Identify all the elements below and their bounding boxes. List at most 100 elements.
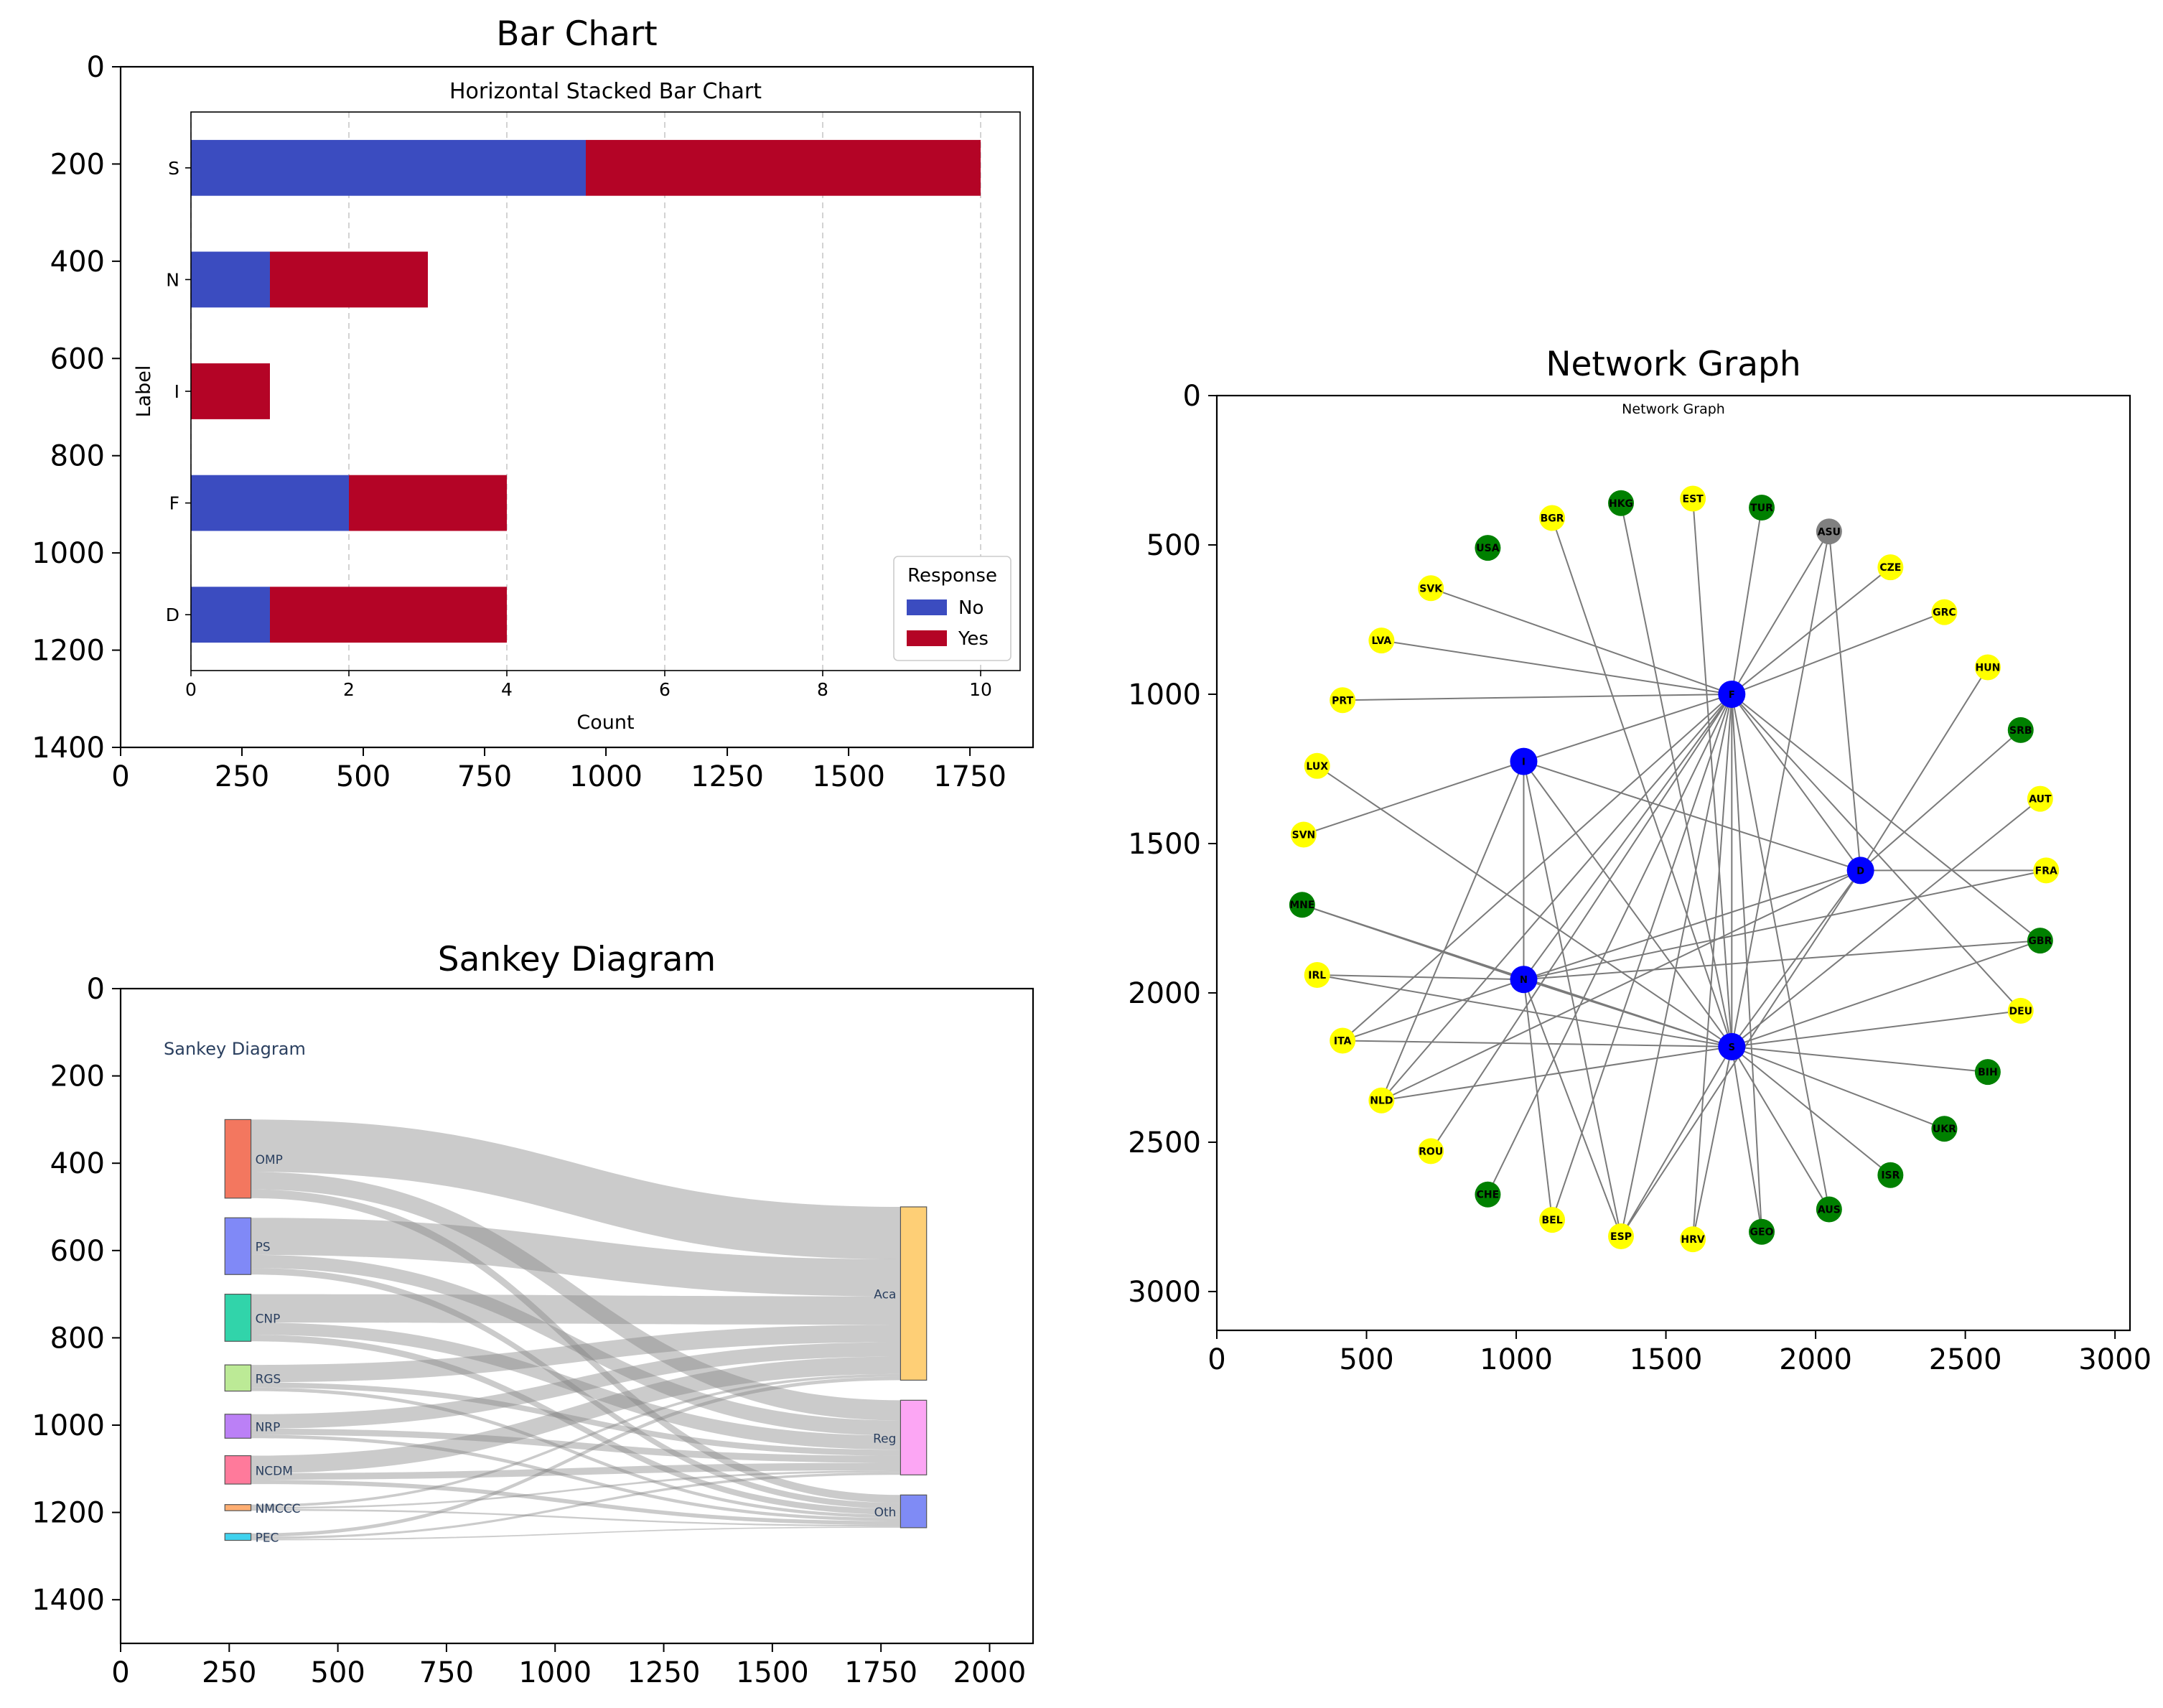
network-node-cze — [1877, 554, 1904, 581]
sankey-node-ncdm — [224, 1455, 252, 1485]
network-node-label: LUX — [1306, 761, 1328, 773]
network-edge-s-bgr — [1551, 518, 1733, 1047]
sankey-outer-y-tick-label: 800 — [50, 1322, 105, 1355]
network-node-nld — [1368, 1087, 1395, 1114]
sankey-outer-frame — [119, 987, 1034, 1645]
network-node-s — [1718, 1032, 1746, 1060]
sankey-link-nrp-aca — [251, 1342, 901, 1429]
network-node-label: UKR — [1933, 1124, 1956, 1135]
bar-outer-x-tick-label: 0 — [111, 760, 129, 793]
network-edge-f-d — [1731, 694, 1861, 871]
network-title: Network Graph — [1546, 345, 1800, 384]
network-node-label: IRL — [1308, 970, 1326, 981]
sankey-link-cnp-reg — [251, 1322, 901, 1450]
sankey-link-nrp-reg — [251, 1428, 901, 1463]
network-node-label: ITA — [1334, 1036, 1352, 1047]
sankey-outer-x-tick-label: 500 — [310, 1656, 365, 1689]
bar-category-label: I — [174, 381, 179, 402]
network-edge-tur-f — [1731, 507, 1763, 695]
network-node-aut — [2027, 785, 2053, 812]
network-node-label: LVA — [1372, 635, 1392, 647]
network-edge-s-geo — [1731, 1046, 1763, 1232]
sankey-outer-x-tick-label: 1500 — [736, 1656, 809, 1689]
network-node-geo — [1749, 1218, 1775, 1245]
network-node-label: EST — [1683, 494, 1704, 505]
network-edge-s-bih — [1732, 1045, 1989, 1073]
network-outer-y-tick-label: 0 — [1183, 380, 1201, 413]
bar-outer-y-tick-label: 200 — [50, 148, 105, 181]
network-edge-n-ita — [1342, 979, 1524, 1042]
sankey-node-label: CNP — [256, 1312, 281, 1326]
network-edge-d-hun — [1859, 667, 1989, 871]
sankey-outer-x-tick-label: 1250 — [627, 1656, 701, 1689]
network-outer-x-tick-label: 1000 — [1480, 1343, 1553, 1376]
network-edge-s-ita — [1342, 1040, 1732, 1047]
network-node-n — [1510, 966, 1538, 994]
network-node-label: PRT — [1332, 695, 1353, 706]
bar-inset-x-tick-label: 10 — [969, 679, 992, 700]
sankey-link-pec-aca — [251, 1376, 901, 1537]
bar-legend-swatch-no — [907, 599, 947, 615]
network-node-lux — [1304, 752, 1330, 779]
bar-inset-title: Horizontal Stacked Bar Chart — [449, 79, 762, 104]
network-outer-x-tick-label: 500 — [1339, 1343, 1393, 1376]
network-node-hkg — [1608, 490, 1635, 516]
network-edge-i-d — [1523, 760, 1861, 872]
bar-outer-y-tick-label: 1200 — [32, 635, 105, 668]
network-node-srb — [2007, 717, 2034, 743]
network-edge-n-fra — [1523, 869, 2047, 981]
network-node-gbr — [2027, 928, 2053, 954]
sankey-link-rgs-aca — [251, 1325, 901, 1383]
network-edge-n-esp — [1523, 979, 1622, 1237]
network-edge-d-srb — [1859, 729, 2022, 872]
sankey-outer-x-tick-label: 0 — [111, 1656, 129, 1689]
network-node-d — [1846, 857, 1874, 885]
sankey-outer-y-tick-label: 0 — [87, 973, 105, 1006]
network-node-ita — [1330, 1027, 1356, 1054]
sankey-link-omp-aca — [251, 1119, 901, 1259]
network-node-est — [1680, 485, 1706, 512]
bar-inset-x-tick-label: 6 — [659, 679, 671, 700]
network-node-rou — [1418, 1138, 1444, 1165]
sankey-link-nmccc-reg — [251, 1470, 901, 1509]
network-node-label: SVK — [1419, 583, 1443, 594]
bar-legend-swatch-yes — [907, 630, 947, 646]
network-node-bgr — [1539, 505, 1566, 531]
network-node-label: DEU — [2009, 1006, 2032, 1017]
bar-segment-no-f — [191, 475, 349, 531]
bar-inset-frame — [190, 111, 1021, 671]
network-outer-y-tick-label: 1500 — [1128, 828, 1201, 861]
bar-outer-x-tick-label: 750 — [457, 760, 512, 793]
network-node-usa — [1475, 535, 1501, 561]
sankey-link-ps-reg — [251, 1254, 901, 1436]
network-edge-svk-f — [1430, 587, 1732, 695]
network-node-label: NLD — [1370, 1096, 1393, 1107]
network-edge-s-nld — [1381, 1045, 1732, 1101]
bar-category-label: S — [168, 158, 179, 179]
sankey-link-ncdm-aca — [251, 1356, 901, 1473]
bar-inset-xlabel: Count — [576, 711, 634, 734]
bar-inset-x-tick-label: 4 — [501, 679, 513, 700]
sankey-link-ncdm-oth — [251, 1480, 901, 1526]
bar-outer-y-tick-label: 1000 — [32, 537, 105, 570]
network-edge-f-i — [1523, 694, 1732, 762]
network-edge-f-aus — [1731, 694, 1830, 1210]
network-node-ukr — [1931, 1116, 1958, 1142]
bar-segment-no-s — [191, 139, 586, 196]
sankey-node-nmccc — [224, 1504, 252, 1511]
network-node-lva — [1368, 627, 1395, 654]
bar-segment-yes-i — [191, 363, 270, 419]
network-edge-s-lux — [1317, 765, 1732, 1047]
sankey-link-pec-oth — [251, 1526, 901, 1541]
network-outer-y-tick-label: 500 — [1146, 529, 1201, 562]
network-node-hrv — [1680, 1226, 1706, 1253]
network-node-esp — [1608, 1223, 1635, 1249]
network-node-label: SRB — [2009, 725, 2032, 737]
sankey-link-nmccc-oth — [251, 1508, 901, 1527]
network-edge-s-ukr — [1731, 1045, 1945, 1130]
sankey-node-label: Oth — [874, 1506, 897, 1520]
sankey-outer-y-tick-label: 1400 — [32, 1584, 105, 1617]
network-node-label: CHE — [1477, 1190, 1500, 1201]
network-node-prt — [1330, 687, 1356, 714]
network-node-mne — [1289, 892, 1315, 918]
